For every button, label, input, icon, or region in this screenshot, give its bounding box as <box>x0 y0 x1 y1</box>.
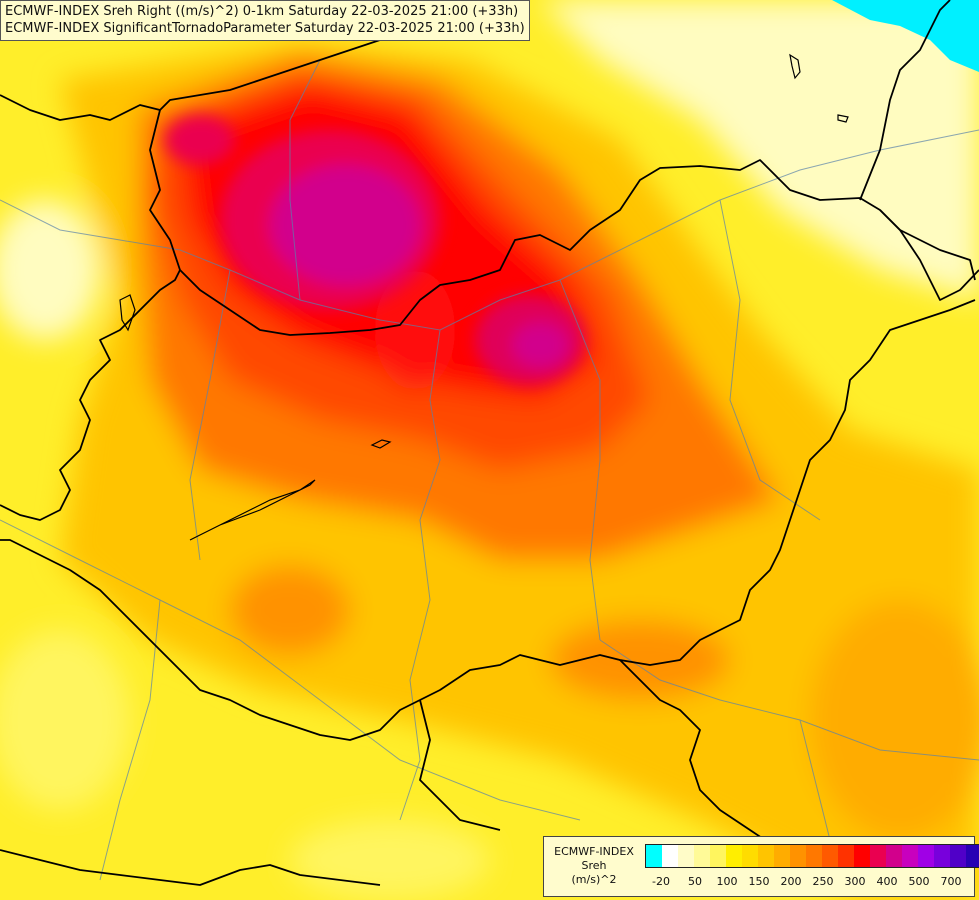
legend-tick-label: 500 <box>908 875 930 888</box>
legend-source: ECMWF-INDEX <box>554 845 634 858</box>
lake-outlines <box>119 53 849 541</box>
legend-swatch <box>662 845 678 867</box>
legend-swatch <box>838 845 854 867</box>
legend-color-bar <box>645 844 979 868</box>
legend-tick-label: 250 <box>812 875 834 888</box>
map-title-line-1: ECMWF-INDEX Sreh Right ((m/s)^2) 0-1km S… <box>5 4 519 19</box>
legend-swatch <box>774 845 790 867</box>
legend-swatch <box>710 845 726 867</box>
rivers-layer <box>0 59 979 881</box>
legend-swatch <box>966 845 979 867</box>
legend-tick-label: 100 <box>716 875 738 888</box>
legend-swatch <box>694 845 710 867</box>
legend-swatch <box>918 845 934 867</box>
legend-swatch <box>902 845 918 867</box>
legend-swatch <box>870 845 886 867</box>
legend-unit: (m/s)^2 <box>571 873 617 886</box>
legend-tick-label: -20 <box>652 875 670 888</box>
legend-swatch <box>742 845 758 867</box>
legend-ticks: -20 50 100 150 200 250 300 400 500 700 <box>645 875 975 891</box>
legend-variable: Sreh <box>581 859 607 872</box>
color-legend: ECMWF-INDEX Sreh (m/s)^2 -20 50 100 150 200 2… <box>543 836 979 897</box>
legend-swatch <box>646 845 662 867</box>
legend-tick-label: 400 <box>876 875 898 888</box>
legend-swatch <box>790 845 806 867</box>
legend-tick-label: 700 <box>940 875 962 888</box>
legend-swatch <box>822 845 838 867</box>
legend-swatch <box>950 845 966 867</box>
legend-tick-label: 150 <box>748 875 770 888</box>
sea-area <box>832 0 979 72</box>
legend-tick-label: 200 <box>780 875 802 888</box>
legend-swatch <box>758 845 774 867</box>
legend-swatch <box>726 845 742 867</box>
legend-label: ECMWF-INDEX Sreh (m/s)^2 <box>548 845 640 887</box>
legend-swatch <box>886 845 902 867</box>
map-title-box: ECMWF-INDEX Sreh Right ((m/s)^2) 0-1km S… <box>0 0 530 41</box>
map-title-line-2: ECMWF-INDEX SignificantTornadoParameter … <box>5 21 525 36</box>
legend-swatch <box>934 845 950 867</box>
legend-swatch <box>678 845 694 867</box>
legend-tick-label: 300 <box>844 875 866 888</box>
legend-tick-label: 50 <box>688 875 702 888</box>
legend-swatch <box>806 845 822 867</box>
legend-swatch <box>854 845 870 867</box>
